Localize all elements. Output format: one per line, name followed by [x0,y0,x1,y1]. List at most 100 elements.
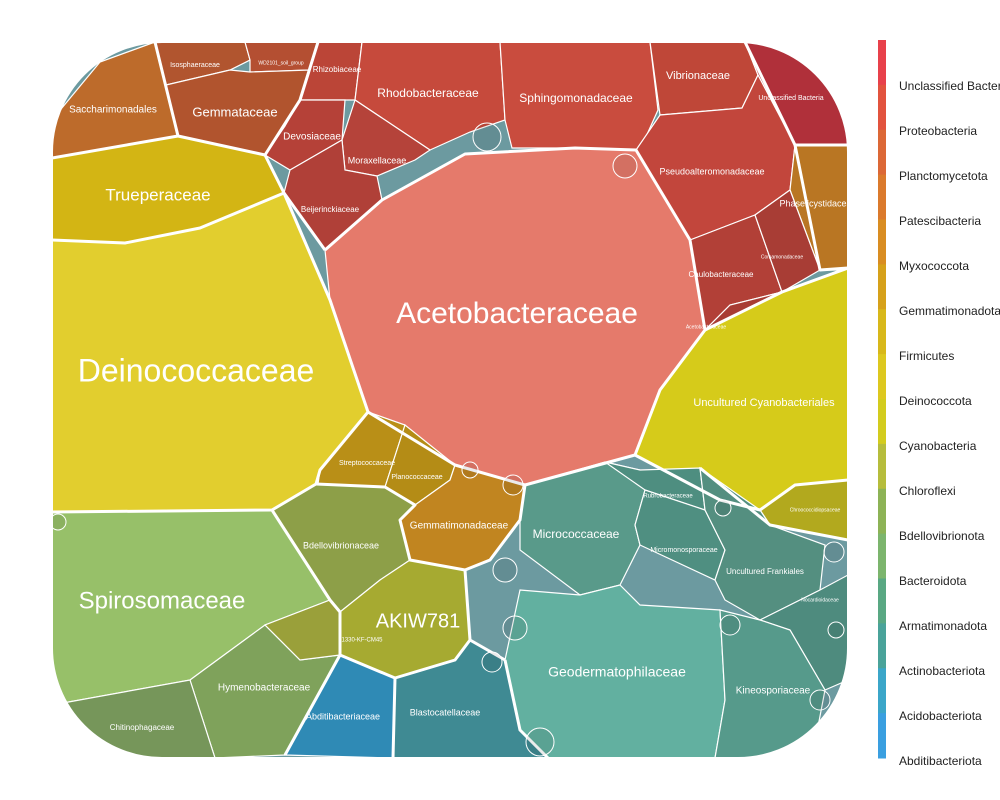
treemap-frame [51,41,849,759]
treemap-small-cell [502,615,528,641]
legend-label: Proteobacteria [899,124,977,138]
legend-color-swatch [878,533,886,579]
legend-color-swatch [878,399,886,445]
cell-label: Gemmatimonadaceae [410,521,509,532]
cell-label: Caulobacteraceae [689,270,754,279]
cell-label: Micrococcaceae [533,527,620,541]
legend-label: Chloroflexi [899,484,956,498]
cell-label: Bdellovibrionaceae [303,540,379,550]
treemap-cells: Acetobacteraceae Deinococcaceae Spirosomac… [52,42,856,758]
cell-label: Rhizobiaceae [313,65,362,74]
cell-label: 1330-KF-CM45 [341,638,383,644]
legend-color-swatch [878,488,886,535]
treemap-small-cell [714,499,732,517]
cell-label: Chroococcidiopsaceae [790,507,841,513]
cell-label: Devosiaceae [283,132,341,143]
legend-label: Bdellovibrionota [899,529,985,543]
legend-label: Deinococcota [899,394,972,408]
cell-label: Moraxellaceae [348,155,407,165]
phylum-boundary [704,266,848,332]
legend-label: Unclassified Bacteria [899,79,1000,93]
legend-color-swatch [878,623,886,669]
cell-label: Trueperaceae [105,185,210,204]
phylum-boundary [263,42,320,156]
cell-label: Rhodobacteraceae [377,86,479,100]
cell-label: Gemmataceae [192,104,277,119]
cell-label: Deinococcaceae [78,352,315,388]
treemap-small-cell [809,689,831,711]
legend-color-swatch [878,84,886,131]
cell-label: Streptococcaceae [339,460,395,467]
cell-label: Acetobacteraceae [686,324,727,330]
legend-color-swatch [878,219,886,265]
legend-label: Firmicutes [899,349,954,363]
phylum-boundary [315,482,466,572]
treemap-cell [244,42,319,73]
legend-color-swatch [878,713,886,759]
treemap-small-cell [481,651,503,673]
cell-label: AKIW781 [376,610,460,632]
legend-color-swatch [878,129,886,176]
treemap-small-cell [525,727,555,757]
cell-label: Spirosomaceae [79,587,246,614]
legend-label: Cyanobacteria [899,439,977,453]
legend-label: Patescibacteria [899,214,981,228]
cell-label: WD2101_soil_group [258,60,304,66]
cell-label: Isosphaeraceae [170,62,220,69]
treemap-small-cell [823,541,845,563]
cell-label: Pseudoalteromonadaceae [659,166,764,176]
legend-color-swatch [878,40,886,86]
phylum-boundary [270,509,342,655]
cell-label: Sphingomonadaceae [519,91,633,105]
legend-label: Myxococcota [899,259,969,273]
phylum-boundary [503,659,550,758]
legend-color-swatch [878,309,886,355]
cell-label: Comamonadaceae [761,254,803,260]
cell-label: Planococcaceae [391,474,442,481]
treemap-small-cell [492,557,518,583]
legend-label: Bacteroidota [899,574,967,588]
cell-label: Phaselicystidaceae [779,198,856,208]
cell-label: Rubrobacteraceae [643,494,693,500]
treemap-small-cell [612,153,638,179]
legend-label: Planctomycetota [899,169,988,183]
cell-label: Abditibacteriaceae [306,711,380,721]
phylum-boundary [634,453,848,512]
legend-label: Actinobacteriota [899,664,985,678]
cell-label: Kineosporiaceae [736,686,811,697]
cell-label: Acetobacteraceae [396,297,638,330]
phylum-boundary [52,134,179,160]
cell-label: Geodermatophilaceae [548,664,686,680]
phylum-boundary [793,144,848,272]
phylum-boundary [52,191,285,245]
legend-color-swatch [878,264,886,310]
treemap-small-cell [502,474,524,496]
legend: Unclassified Bacteria Proteobacteria Planc… [878,40,1000,768]
phylum-boundary [469,638,506,662]
legend-label: Abditibacteriota [899,754,982,768]
treemap-small-cell [719,614,741,636]
phylum-boundary [263,154,327,251]
legend-color-swatch [878,578,886,624]
legend-color-swatch [878,174,886,220]
legend-label: Acidobacteriota [899,709,982,723]
cell-label: Vibrionaceae [666,70,730,82]
legend-label: Armatimonadota [899,619,987,633]
phylum-boundary [699,466,848,542]
cell-label: Micromonosporaceae [650,547,717,554]
treemap-small-cell [461,461,479,479]
cell-label: Uncultured Cyanobacteriales [693,397,835,409]
cell-label: Blastocatellaceae [410,707,481,717]
cell-label: Chitinophagaceae [110,723,175,732]
legend-color-swatch [878,443,886,490]
cell-label: Hymenobacteraceae [218,683,311,694]
cell-label: Unclassified Bacteria [758,95,823,102]
phylum-boundary [324,146,707,487]
treemap-small-cell [472,122,502,152]
legend-color-swatch [878,354,886,400]
cell-label: Nocardioidaceae [801,597,839,603]
treemap-small-cell [52,513,67,531]
legend-label: Gemmatimonadota [899,304,1000,318]
cell-label: Uncultured Frankiales [726,567,804,576]
